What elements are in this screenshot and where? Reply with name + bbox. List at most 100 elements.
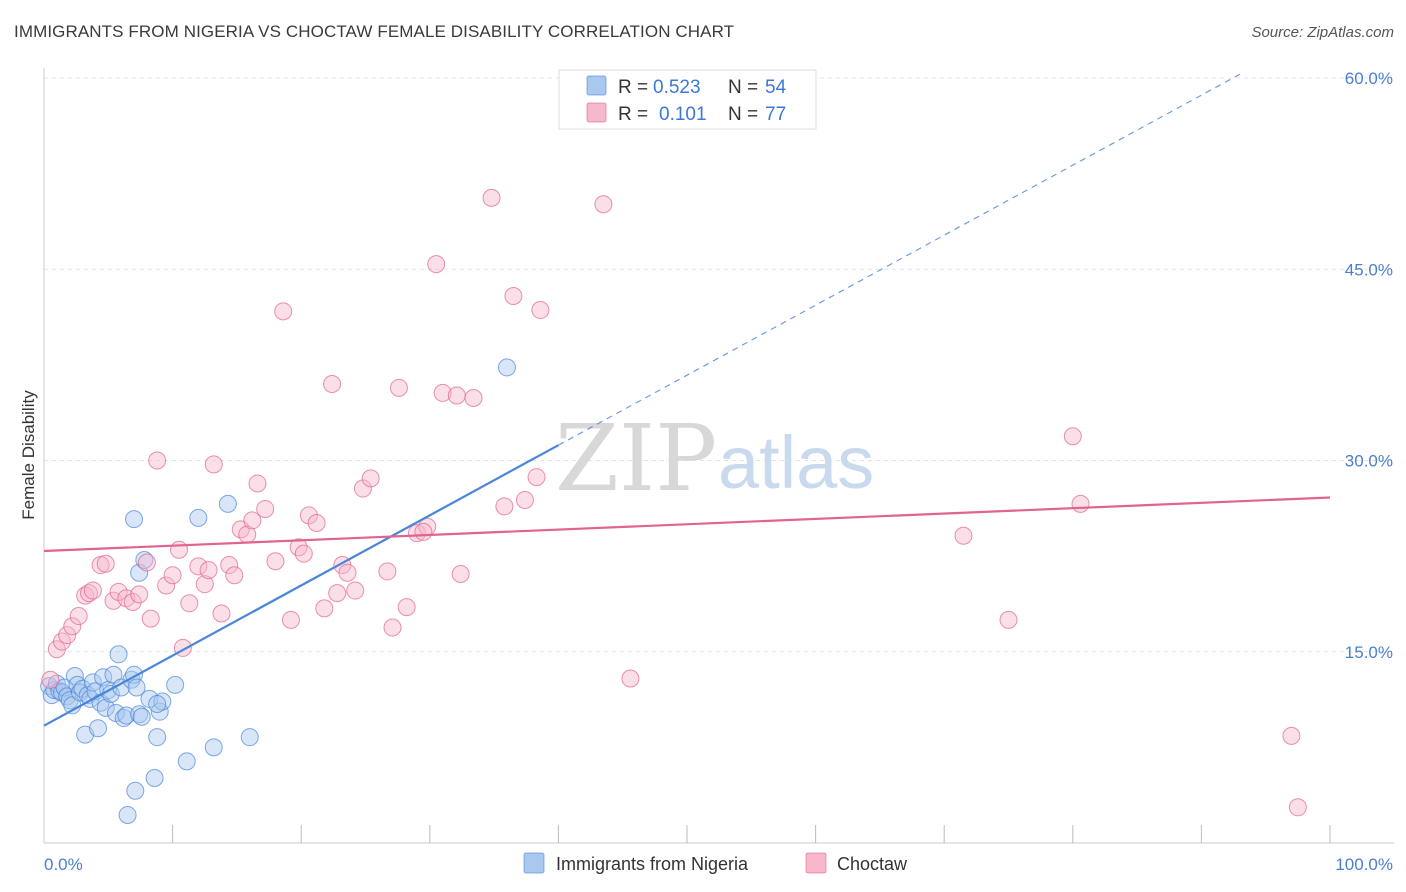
point-choctaw-8 [83, 581, 102, 600]
x-tick-label-0: 0.0% [44, 855, 83, 874]
point-nigeria-49 [189, 508, 208, 527]
bottom-legend-label-nigeria: Immigrants from Nigeria [556, 854, 749, 874]
y-tick-label-3: 60.0% [1345, 69, 1393, 88]
point-choctaw-67 [531, 301, 550, 320]
point-nigeria-30 [117, 706, 136, 725]
point-choctaw-10 [96, 554, 115, 573]
point-choctaw-25 [195, 575, 214, 594]
point-choctaw-47 [338, 563, 357, 582]
point-choctaw-45 [328, 584, 347, 603]
point-nigeria-48 [177, 752, 196, 771]
point-nigeria-35 [132, 707, 151, 726]
point-choctaw-42 [307, 513, 326, 532]
point-nigeria-27 [109, 645, 128, 664]
y-tick-label-1: 30.0% [1345, 452, 1393, 471]
legend-n-label-2: N = [728, 104, 758, 125]
point-choctaw-16 [137, 553, 156, 572]
point-choctaw-37 [274, 302, 293, 321]
point-nigeria-46 [148, 695, 167, 714]
point-choctaw-43 [315, 599, 334, 618]
point-choctaw-69 [621, 669, 640, 688]
chart-title: IMMIGRANTS FROM NIGERIA VS CHOCTAW FEMAL… [14, 22, 735, 41]
point-choctaw-71 [999, 610, 1018, 629]
point-choctaw-40 [294, 544, 313, 563]
point-choctaw-51 [378, 562, 397, 581]
axes [43, 68, 1394, 844]
x-tick-label-1: 100.0% [1335, 855, 1393, 874]
legend-r-label: R = [618, 77, 648, 98]
point-choctaw-63 [495, 497, 514, 516]
legend-r-value-choctaw: 0.101 [659, 104, 707, 125]
point-nigeria-40 [135, 550, 154, 569]
point-nigeria-22 [96, 698, 115, 717]
point-choctaw-72 [1063, 427, 1082, 446]
y-tick-label-2: 45.0% [1345, 260, 1393, 279]
point-choctaw-19 [157, 576, 176, 595]
point-choctaw-49 [353, 479, 372, 498]
tick-labels: 15.0% 30.0% 45.0% 60.0% 0.0% 100.0% [44, 69, 1393, 874]
point-nigeria-47 [166, 675, 185, 694]
point-choctaw-59 [447, 386, 466, 405]
point-nigeria-51 [218, 494, 237, 513]
point-choctaw-50 [361, 469, 380, 488]
point-choctaw-75 [1288, 798, 1307, 817]
point-choctaw-61 [464, 389, 483, 408]
point-choctaw-54 [397, 598, 416, 617]
point-choctaw-4 [63, 617, 82, 636]
legend-n-value-nigeria: 54 [765, 77, 787, 98]
legend-top: R = 0.523 N = 54 R = 0.101 N = 77 [558, 69, 817, 130]
point-choctaw-21 [170, 540, 189, 559]
trend-line-nigeria [43, 444, 559, 727]
point-choctaw-57 [427, 255, 446, 274]
legend-bottom: Immigrants from Nigeria Choctaw [523, 852, 908, 874]
trend-lines [43, 73, 1331, 727]
point-choctaw-68 [594, 195, 613, 214]
point-choctaw-60 [451, 564, 470, 583]
point-choctaw-41 [299, 506, 318, 525]
point-choctaw-28 [212, 604, 231, 623]
bottom-legend-swatch-choctaw [805, 852, 827, 874]
point-choctaw-20 [163, 566, 182, 585]
point-choctaw-55 [407, 524, 426, 543]
point-nigeria-52 [240, 728, 259, 747]
point-choctaw-48 [346, 581, 365, 600]
trend-line-nigeria-extension [558, 73, 1241, 446]
point-choctaw-64 [504, 287, 523, 306]
point-choctaw-62 [482, 188, 501, 207]
point-nigeria-45 [153, 692, 172, 711]
legend-swatch-nigeria [586, 75, 607, 96]
legend-r-value-nigeria: 0.523 [653, 77, 701, 98]
point-choctaw-58 [433, 383, 452, 402]
point-choctaw-34 [248, 474, 267, 493]
y-axis-label: Female Disability [19, 390, 38, 520]
point-nigeria-53 [497, 358, 516, 377]
legend-swatch-choctaw [586, 102, 607, 123]
point-choctaw-73 [1071, 494, 1090, 513]
point-choctaw-74 [1282, 726, 1301, 745]
point-nigeria-8 [60, 691, 79, 710]
point-nigeria-37 [118, 805, 137, 824]
bottom-legend-swatch-nigeria [523, 852, 545, 874]
point-choctaw-35 [256, 499, 275, 518]
trend-line-choctaw [43, 496, 1331, 553]
legend-r-label-2: R = [618, 104, 648, 125]
point-choctaw-33 [243, 511, 262, 530]
point-choctaw-52 [383, 618, 402, 637]
watermark-atlas: atlas [718, 421, 874, 504]
point-nigeria-29 [114, 709, 133, 728]
source-label: Source: ZipAtlas.com [1251, 24, 1394, 41]
bottom-legend-label-choctaw: Choctaw [837, 854, 908, 874]
point-choctaw-12 [109, 582, 128, 601]
point-choctaw-27 [204, 455, 223, 474]
watermark: ZIP atlas [555, 405, 874, 512]
point-choctaw-38 [281, 610, 300, 629]
point-choctaw-0 [41, 670, 60, 689]
point-choctaw-5 [69, 607, 88, 626]
point-choctaw-65 [515, 491, 534, 510]
point-choctaw-29 [220, 556, 239, 575]
watermark-zip: ZIP [555, 405, 717, 512]
legend-n-value-choctaw: 77 [765, 104, 786, 125]
point-choctaw-3 [58, 626, 77, 645]
point-choctaw-36 [266, 552, 285, 571]
